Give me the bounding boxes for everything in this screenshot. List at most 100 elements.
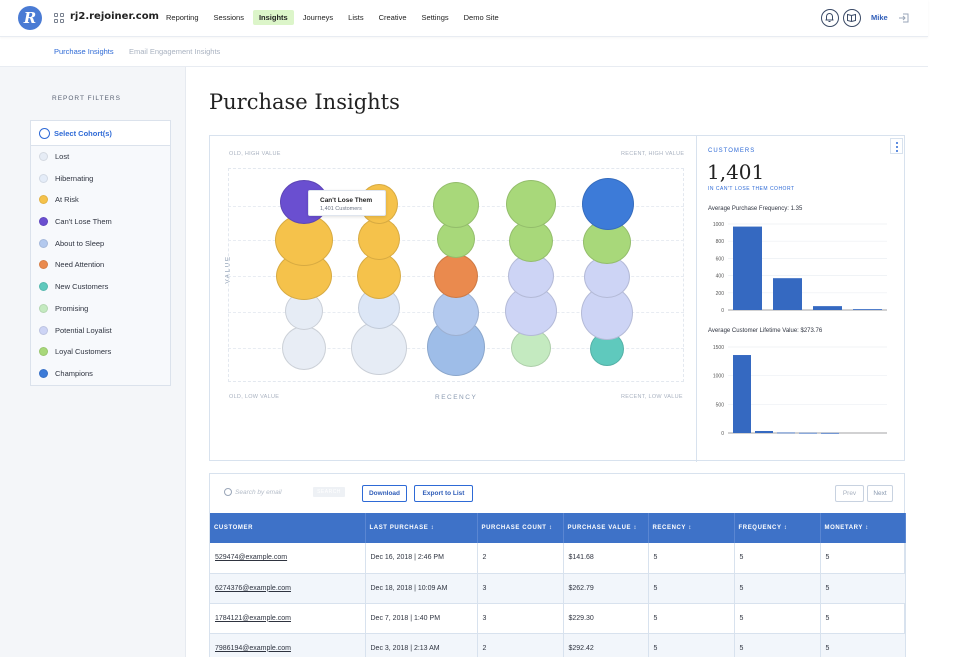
bubble-at-risk[interactable]: [357, 253, 401, 299]
cohort-filter-item[interactable]: Potential Loyalist: [31, 320, 170, 342]
table-header-row: CUSTOMER LAST PURCHASE ↕ PURCHASE COUNT …: [210, 513, 906, 543]
cohort-filter-item[interactable]: Hibernating: [31, 168, 170, 190]
col-customer[interactable]: CUSTOMER: [210, 513, 366, 543]
y-tick-label: 0: [721, 308, 724, 314]
tooltip-subtitle: 1,401 Customers: [320, 206, 362, 212]
search-input[interactable]: Search by email: [235, 489, 282, 496]
customer-email-link[interactable]: 1784121@example.com: [210, 603, 366, 634]
col-recency[interactable]: RECENCY ↕: [648, 513, 735, 543]
bubble-hibernating[interactable]: [351, 321, 407, 375]
monetary-cell: 5: [820, 543, 906, 574]
cohort-stats-panel: CUSTOMERS 1,401 IN CAN'T LOSE THEM COHOR…: [697, 136, 906, 462]
frequency-cell: 5: [734, 543, 821, 574]
col-purchase-count[interactable]: PURCHASE COUNT ↕: [477, 513, 564, 543]
cohort-label: Champions: [55, 368, 93, 378]
search-button[interactable]: SEARCH: [313, 487, 345, 497]
recency-cell: 5: [648, 543, 735, 574]
logout-icon[interactable]: [898, 12, 910, 24]
nav-insights[interactable]: Insights: [252, 10, 294, 25]
last-purchase-cell: Dec 7, 2018 | 1:40 PM: [365, 603, 478, 634]
col-monetary[interactable]: MONETARY ↕: [820, 513, 906, 543]
cohort-filter-item[interactable]: New Customers: [31, 276, 170, 298]
customer-table: CUSTOMER LAST PURCHASE ↕ PURCHASE COUNT …: [210, 513, 906, 657]
user-name[interactable]: Mike: [871, 13, 888, 22]
cohort-color-dot: [39, 238, 48, 248]
customer-count: 1,401: [707, 160, 765, 184]
nav-demo-site[interactable]: Demo Site: [463, 13, 499, 22]
cohort-label: About to Sleep: [55, 238, 105, 248]
col-purchase-value[interactable]: PURCHASE VALUE ↕: [563, 513, 649, 543]
purchase-count-cell: 3: [477, 573, 564, 604]
cohort-color-dot: [39, 325, 48, 335]
table-row: 6274376@example.com Dec 18, 2018 | 10:09…: [210, 573, 906, 604]
col-frequency[interactable]: FREQUENCY ↕: [734, 513, 821, 543]
recency-cell: 5: [648, 633, 735, 657]
cohort-bubble-map: OLD, HIGH VALUE RECENT, HIGH VALUE OLD, …: [210, 136, 697, 462]
nav-creative[interactable]: Creative: [378, 13, 407, 22]
apps-grid-icon[interactable]: [54, 13, 64, 23]
y-tick-label: 800: [716, 239, 725, 245]
cohort-filter-item[interactable]: Loyal Customers: [31, 341, 170, 363]
customer-email-link[interactable]: 6274376@example.com: [210, 573, 366, 604]
y-tick-label: 400: [716, 274, 725, 280]
bell-icon[interactable]: [821, 9, 839, 27]
subnav-email-engagement[interactable]: Email Engagement Insights: [129, 47, 221, 56]
nav-sessions[interactable]: Sessions: [213, 13, 244, 22]
next-button[interactable]: Next: [867, 485, 893, 502]
rejoiner-logo[interactable]: R: [18, 6, 42, 30]
cohort-label: Can't Lose Them: [55, 217, 112, 227]
more-options-icon[interactable]: [890, 138, 903, 154]
bubble-loyal-customers[interactable]: [433, 182, 479, 228]
last-purchase-cell: Dec 3, 2018 | 2:13 AM: [365, 633, 478, 657]
y-tick-label: 1000: [713, 374, 724, 380]
cohort-color-dot: [39, 195, 48, 205]
bubble-loyal-customers[interactable]: [506, 180, 556, 228]
cohort-label: Loyal Customers: [55, 347, 112, 357]
download-button[interactable]: Download: [362, 485, 407, 502]
cohort-filter-item[interactable]: About to Sleep: [31, 233, 170, 255]
cohort-filter-item[interactable]: At Risk: [31, 189, 170, 211]
table-row: 7986194@example.com Dec 3, 2018 | 2:13 A…: [210, 633, 906, 657]
last-purchase-cell: Dec 18, 2018 | 10:09 AM: [365, 573, 478, 604]
cohort-filter-item[interactable]: Lost: [31, 146, 170, 168]
cohort-sublabel: IN CAN'T LOSE THEM COHORT: [708, 186, 795, 192]
clv-bar-chart: 0 500 1000 1500: [713, 345, 887, 437]
frequency-cell: 5: [734, 573, 821, 604]
cohort-color-dot: [39, 260, 48, 270]
chart-bar[interactable]: [755, 430, 773, 433]
nav-journeys[interactable]: Journeys: [302, 13, 334, 22]
recency-axis-label: RECENCY: [435, 394, 478, 401]
bubble-champions[interactable]: [582, 178, 634, 230]
chart-bar[interactable]: [821, 432, 839, 434]
chart-bar[interactable]: [733, 355, 751, 433]
cohort-filter-item[interactable]: Champions: [31, 363, 170, 385]
table-row: 529474@example.com Dec 16, 2018 | 2:46 P…: [210, 543, 906, 574]
bubble-at-risk[interactable]: [358, 218, 400, 260]
chart-bar[interactable]: [773, 278, 802, 310]
site-name[interactable]: rj2.rejoiner.com: [70, 11, 159, 22]
col-last-purchase[interactable]: LAST PURCHASE ↕: [365, 513, 478, 543]
customer-email-link[interactable]: 7986194@example.com: [210, 633, 366, 657]
nav-reporting[interactable]: Reporting: [166, 13, 199, 22]
chart-bar[interactable]: [813, 306, 842, 310]
select-cohorts-button[interactable]: Select Cohort(s): [31, 121, 170, 146]
chart-bar[interactable]: [799, 432, 817, 434]
cohort-filter-item[interactable]: Promising: [31, 298, 170, 320]
subnav-purchase-insights[interactable]: Purchase Insights: [54, 47, 114, 56]
chart-bar[interactable]: [733, 226, 762, 310]
y-tick-label: 1500: [713, 345, 724, 351]
cohort-filter-box: Select Cohort(s) Lost Hibernating At Risk C…: [30, 120, 171, 386]
cohort-filter-item[interactable]: Can't Lose Them: [31, 211, 170, 233]
chart-bar[interactable]: [853, 309, 882, 310]
export-to-list-button[interactable]: Export to List: [414, 485, 473, 502]
nav-settings[interactable]: Settings: [421, 13, 449, 22]
customer-email-link[interactable]: 529474@example.com: [210, 543, 366, 574]
book-icon[interactable]: [843, 9, 861, 27]
bubble-need-attention[interactable]: [434, 254, 478, 298]
chart-bar[interactable]: [777, 432, 795, 434]
prev-button[interactable]: Prev: [835, 485, 864, 502]
corner-label-old-high: OLD, HIGH VALUE: [229, 151, 281, 157]
cohort-filter-item[interactable]: Need Attention: [31, 254, 170, 276]
bubble-lost[interactable]: [282, 326, 326, 370]
nav-lists[interactable]: Lists: [348, 13, 364, 22]
